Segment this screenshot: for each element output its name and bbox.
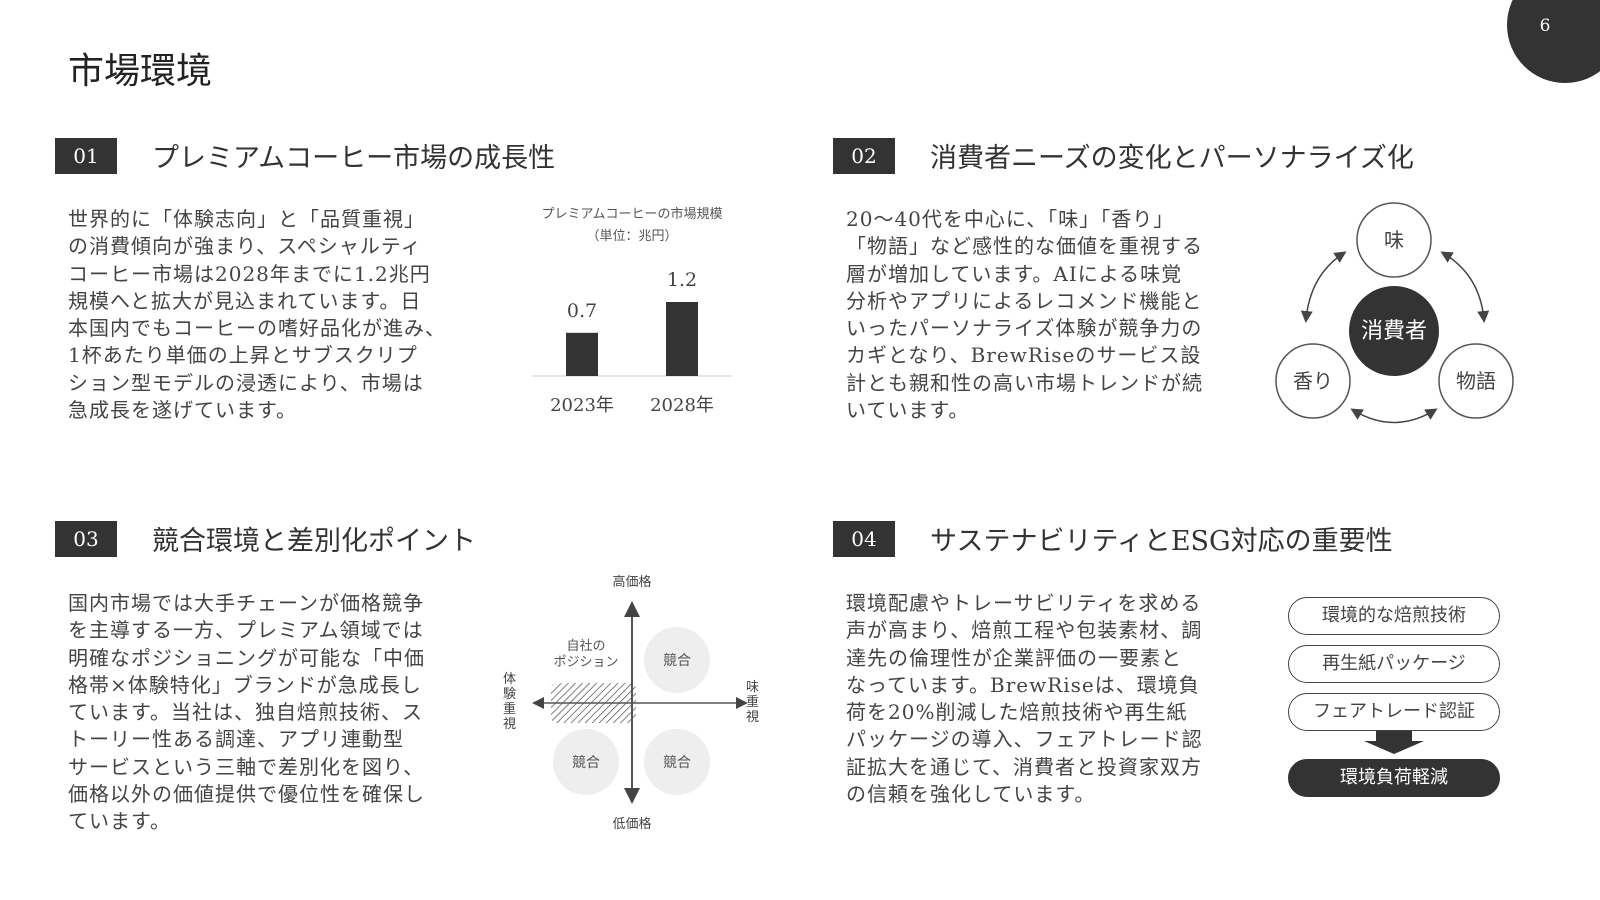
- arrow-taste-aroma: [1300, 251, 1347, 323]
- body-line: 急成長を遂げています。: [68, 398, 297, 423]
- own-position-label: ポジション: [553, 655, 618, 670]
- chart-subtitle: （単位：兆円）: [586, 229, 678, 244]
- section-body-02: 20〜40代を中心に、「味」「香り」「物語」など感性的な価値を重視する 層が増加し…: [846, 206, 1203, 424]
- competitor-circle: [553, 729, 619, 795]
- axis-bottom-label: 低価格: [612, 816, 651, 832]
- body-line: ています。: [68, 809, 171, 834]
- body-line: の消費傾向が強まり、スペシャルティ: [68, 234, 422, 259]
- body-line: 本国内でもコーヒーの嗜好品化が進み、: [68, 316, 446, 341]
- section-heading-02: 消費者ニーズの変化とパーソナライズ化: [930, 143, 1414, 174]
- esg-result: 環境負荷軽減: [1288, 759, 1500, 797]
- body-line: 計とも親和性の高い市場トレンドが続: [846, 370, 1203, 395]
- body-line: 格帯×体験特化」ブランドが急成長し: [68, 672, 422, 697]
- page-number-badge: [1507, 0, 1600, 83]
- body-line: サービスという三軸で差別化を図り、: [68, 754, 425, 779]
- node-aroma-label: 香り: [1293, 369, 1333, 393]
- section-body-03: 国内市場では大手チェーンが価格競争 を主導する一方、プレミアム領域では 明確なポジシ…: [68, 590, 425, 836]
- body-line: パッケージの導入、フェアトレード認: [846, 727, 1203, 752]
- node-consumer: [1349, 286, 1439, 376]
- body-line: ション型モデルの浸透により、市場は: [68, 370, 424, 395]
- axis-top-label: 高価格: [612, 574, 651, 590]
- bar-2028年: [666, 302, 698, 376]
- section-number-03: 03: [55, 521, 117, 557]
- body-line: 環境配慮やトレーサビリティを求める: [846, 591, 1202, 615]
- section-heading-01: プレミアムコーヒー市場の成長性: [152, 143, 556, 174]
- body-line: いったパーソナライズ体験が競争力の: [846, 316, 1203, 341]
- section-number-04: 04: [833, 521, 895, 557]
- body-line: 層が増加しています。AIによる味覚: [846, 261, 1183, 286]
- x-tick-label: 2023年: [550, 395, 614, 416]
- down-arrow-icon: [1364, 731, 1424, 754]
- body-line: カギとなり、BrewRiseのサービス設: [846, 343, 1202, 368]
- body-line: 証拡大を通じて、消費者と投資家双方: [846, 754, 1202, 779]
- body-line: 規模へと拡大が見込まれています。日: [68, 288, 422, 313]
- body-line: 国内市場では大手チェーンが価格競争: [68, 591, 424, 615]
- body-line: 世界的に「体験志向」と「品質重視」: [68, 207, 425, 231]
- body-line: いています。: [846, 398, 970, 423]
- body-line: なっています。BrewRiseは、環境負: [846, 672, 1200, 697]
- body-line: 1杯あたり単価の上昇とサブスクリプ: [68, 343, 418, 368]
- axis-right-label: 味重視: [746, 680, 760, 725]
- section-body-04: 環境配慮やトレーサビリティを求める 声が高まり、焙煎工程や包装素材、調 達先の倫理性…: [846, 590, 1203, 808]
- consumer-diagram: 味 消費者 香り 物語: [1275, 202, 1514, 424]
- page-title: 市場環境: [68, 51, 213, 92]
- section-body-01: 世界的に「体験志向」と「品質重視」 の消費傾向が強まり、スペシャルティ コーヒー市場…: [68, 206, 446, 424]
- body-line: の信頼を強化しています。: [846, 782, 1096, 807]
- body-line: ています。当社は、独自焙煎技術、ス: [68, 700, 423, 725]
- arrow-taste-story: [1440, 251, 1490, 323]
- node-taste-label: 味: [1384, 228, 1404, 252]
- axis-left-label: 体験重視: [503, 672, 517, 732]
- body-line: 「物語」など感性的な価値を重視する: [846, 234, 1203, 259]
- body-line: コーヒー市場は2028年までに1.2兆円: [68, 261, 431, 286]
- arrow-aroma-story: [1350, 408, 1438, 424]
- section-heading-03: 競合環境と差別化ポイント: [152, 526, 476, 557]
- section-number-01: 01: [55, 138, 117, 174]
- section-number-02: 02: [833, 138, 895, 174]
- chart-title: プレミアムコーヒーの市場規模: [541, 207, 723, 222]
- node-story: [1438, 343, 1514, 419]
- data-label: 1.2: [667, 269, 697, 291]
- section-heading-04: サステナビリティとESG対応の重要性: [930, 526, 1393, 557]
- esg-item: 環境的な焙煎技術: [1288, 597, 1500, 635]
- data-label: 0.7: [567, 300, 597, 322]
- competitor-label: 競合: [663, 755, 691, 771]
- competitor-label: 競合: [572, 755, 600, 771]
- body-line: 明確なポジショニングが可能な「中価: [68, 645, 425, 670]
- node-aroma: [1275, 343, 1351, 419]
- body-line: 価格以外の価値提供で優位性を確保し: [68, 782, 425, 807]
- esg-item: フェアトレード認証: [1288, 693, 1500, 731]
- esg-item: 再生紙パッケージ: [1288, 645, 1500, 683]
- x-tick-label: 2028年: [650, 395, 714, 416]
- competitor-circle: [644, 729, 710, 795]
- body-line: 荷を20%削減した焙煎技術や再生紙: [846, 700, 1188, 725]
- market-size-bar-chart: 0.7 2023年 1.2 2028年: [532, 269, 732, 416]
- positioning-map: 高価格 低価格 自社の ポジション 競合 競合 競合: [532, 574, 748, 832]
- body-line: 声が高まり、焙煎工程や包装素材、調: [846, 618, 1203, 643]
- page-number: 6: [1539, 16, 1551, 36]
- body-line: 20〜40代を中心に、「味」「香り」: [846, 207, 1175, 231]
- competitor-label: 競合: [663, 653, 691, 669]
- body-line: を主導する一方、プレミアム領域では: [68, 618, 424, 643]
- node-story-label: 物語: [1456, 369, 1496, 393]
- body-line: 達先の倫理性が企業評価の一要素と: [846, 645, 1182, 670]
- own-position-label: 自社の: [566, 638, 605, 654]
- competitor-circle: [644, 627, 710, 693]
- bar-2023年: [566, 332, 598, 376]
- node-consumer-label: 消費者: [1361, 319, 1427, 344]
- body-line: トーリー性ある調達、アプリ連動型: [68, 727, 404, 752]
- body-line: 分析やアプリによるレコメンド機能と: [846, 288, 1203, 313]
- node-taste: [1356, 202, 1432, 278]
